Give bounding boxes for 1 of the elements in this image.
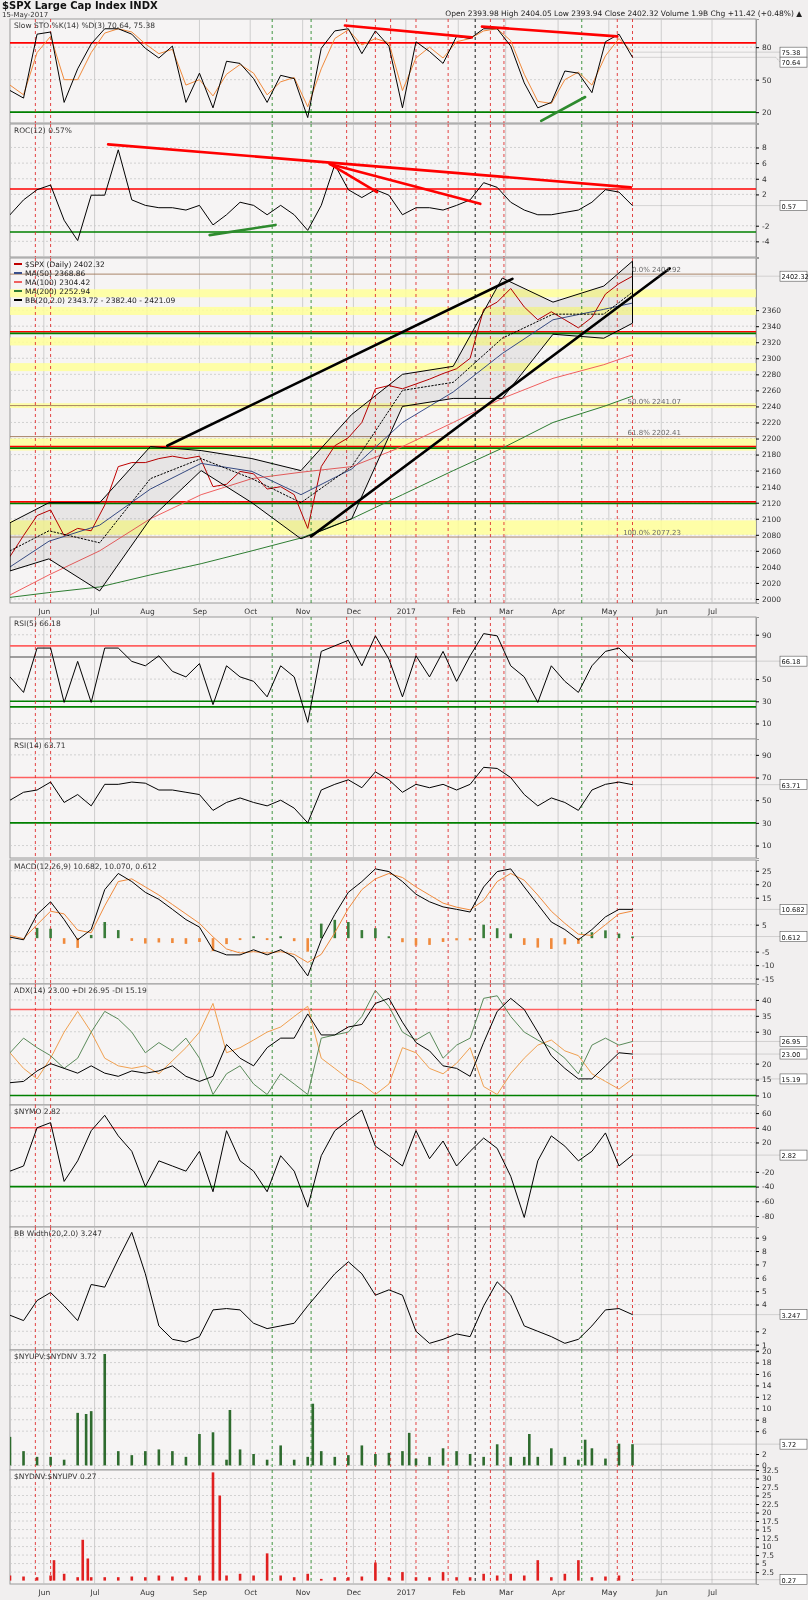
chart-title: $SPX Large Cap Index INDX — [2, 0, 158, 11]
